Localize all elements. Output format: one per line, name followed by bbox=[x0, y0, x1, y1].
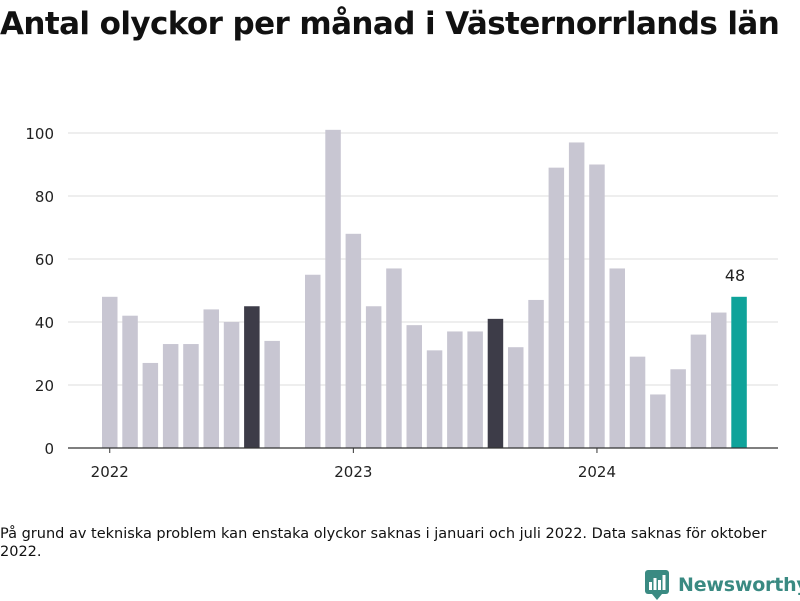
bar-chart: 0 20 40 60 80 100 2022 2023 2024 48 bbox=[25, 125, 778, 481]
brand-logo: Newsworthy bbox=[644, 569, 800, 601]
bars bbox=[102, 129, 747, 448]
data-labels: 48 bbox=[725, 266, 745, 285]
bar bbox=[426, 350, 443, 448]
bar bbox=[325, 129, 341, 448]
bar bbox=[629, 356, 646, 448]
bar bbox=[142, 362, 159, 448]
x-tick-label: 2023 bbox=[334, 463, 372, 481]
bar bbox=[670, 369, 686, 448]
y-tick-label: 40 bbox=[35, 314, 54, 332]
y-tick-label: 60 bbox=[35, 251, 54, 269]
bar bbox=[568, 142, 585, 448]
bar bbox=[528, 299, 544, 448]
bar bbox=[345, 233, 362, 448]
bar bbox=[183, 344, 199, 448]
footnote: På grund av tekniska problem kan enstaka… bbox=[0, 526, 767, 560]
y-tick-label: 20 bbox=[35, 377, 54, 395]
newsworthy-logo-icon bbox=[645, 570, 669, 600]
bar bbox=[305, 274, 321, 448]
bar bbox=[731, 296, 747, 448]
bar bbox=[244, 306, 260, 448]
bar bbox=[609, 268, 625, 448]
data-label: 48 bbox=[725, 266, 745, 285]
bar bbox=[162, 344, 179, 448]
bar bbox=[122, 315, 138, 448]
bar bbox=[690, 334, 707, 448]
bar bbox=[264, 340, 280, 448]
bar bbox=[365, 306, 382, 448]
bar bbox=[386, 268, 402, 448]
y-tick-label: 80 bbox=[35, 188, 54, 206]
x-tick-label: 2022 bbox=[91, 463, 129, 481]
chart-title: Antal olyckor per månad i Västernorrland… bbox=[0, 6, 780, 42]
bar bbox=[589, 164, 605, 448]
bar bbox=[487, 318, 504, 448]
brand-name: Newsworthy bbox=[678, 574, 800, 596]
bar bbox=[203, 309, 219, 448]
bar bbox=[406, 325, 422, 448]
bar bbox=[447, 331, 463, 448]
bar bbox=[102, 296, 118, 448]
bar bbox=[223, 322, 240, 448]
bar bbox=[650, 394, 666, 448]
y-tick-label: 100 bbox=[25, 125, 54, 143]
bar bbox=[467, 331, 483, 448]
bar bbox=[548, 167, 565, 448]
bar bbox=[508, 347, 524, 448]
bar bbox=[711, 312, 727, 448]
y-tick-label: 0 bbox=[44, 440, 54, 458]
x-tick-label: 2024 bbox=[578, 463, 616, 481]
axes: 0 20 40 60 80 100 2022 2023 2024 bbox=[25, 125, 778, 481]
